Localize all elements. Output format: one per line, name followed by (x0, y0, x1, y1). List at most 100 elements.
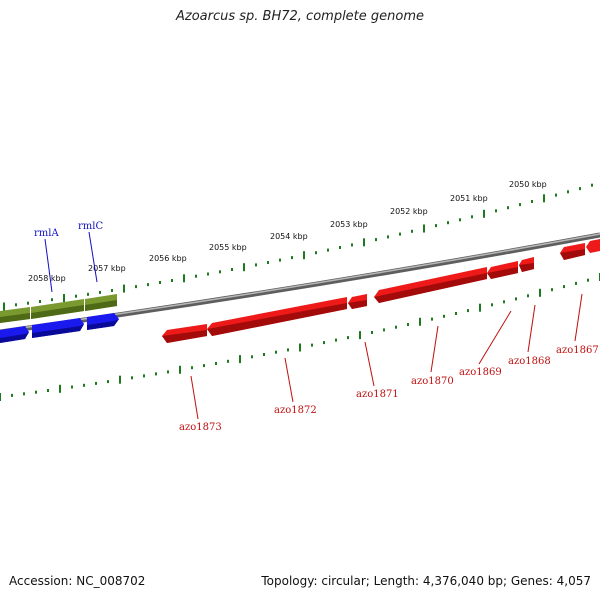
minor-tick (147, 283, 149, 287)
minor-tick (395, 325, 397, 329)
minor-tick (99, 290, 101, 294)
label-leader-rmlc (88, 231, 98, 283)
minor-tick (275, 350, 277, 354)
minor-tick (455, 312, 457, 315)
gene-label-azo1871[interactable]: azo1871 (356, 389, 399, 400)
minor-tick (495, 209, 497, 213)
minor-tick (447, 221, 449, 225)
gene-label-rmla[interactable]: rmlA (34, 228, 59, 239)
minor-tick (327, 248, 329, 252)
minor-tick (555, 193, 557, 197)
major-tick (419, 317, 421, 326)
minor-tick (143, 374, 145, 378)
gene-arrow-shade (560, 249, 585, 260)
gene-label-azo1872[interactable]: azo1872 (274, 405, 317, 416)
minor-tick (471, 215, 473, 219)
minor-tick (11, 393, 13, 397)
label-leader-azo1868 (527, 304, 536, 353)
forward-gene-row-blue (0, 313, 119, 343)
lower-scale-track (0, 273, 600, 401)
label-leader-azo1873 (190, 375, 199, 420)
minor-tick (375, 238, 377, 242)
gene-arrow-shade (348, 300, 367, 309)
major-tick (423, 224, 425, 233)
minor-tick (407, 323, 409, 326)
gene-arrow[interactable] (0, 313, 30, 323)
minor-tick (335, 338, 337, 342)
minor-tick (51, 298, 53, 302)
gene-arrow[interactable] (0, 332, 29, 343)
minor-tick (191, 366, 193, 370)
major-tick (543, 194, 545, 203)
minor-tick (383, 328, 385, 332)
scale-label: 2050 kbp (509, 180, 547, 189)
gene-label-azo1868[interactable]: azo1868 (508, 356, 551, 367)
minor-tick (399, 232, 401, 236)
major-tick (299, 343, 301, 352)
gene-label-azo1870[interactable]: azo1870 (411, 376, 454, 387)
major-tick (483, 209, 485, 218)
gene-arrow-rmlc-shade (85, 300, 117, 311)
minor-tick (107, 380, 109, 384)
minor-tick (47, 389, 49, 392)
map-title: Azoarcus sp. BH72, complete genome (175, 9, 425, 24)
minor-tick (431, 317, 433, 321)
minor-tick (87, 292, 89, 296)
minor-tick (491, 303, 493, 307)
minor-tick (443, 314, 445, 318)
minor-tick (435, 224, 437, 228)
minor-tick (267, 261, 269, 264)
scale-label: 2056 kbp (149, 254, 187, 263)
minor-tick (23, 392, 25, 396)
minor-tick (531, 200, 533, 203)
major-tick (359, 331, 361, 340)
gene-arrow-shade (162, 330, 207, 343)
label-leader-azo1869 (478, 310, 512, 365)
minor-tick (579, 187, 581, 191)
minor-tick (39, 300, 41, 303)
minor-tick (459, 218, 461, 222)
major-tick (183, 274, 185, 283)
gene-arrow-shade (87, 319, 119, 330)
minor-tick (207, 272, 209, 276)
scale-label: 2052 kbp (390, 207, 428, 216)
minor-tick (231, 268, 233, 271)
minor-tick (83, 383, 85, 387)
major-tick (239, 355, 241, 364)
major-tick (179, 365, 181, 374)
minor-tick (255, 263, 257, 267)
gene-label-azo1867[interactable]: azo1867 (556, 345, 599, 356)
gene-arrow-shade (374, 273, 487, 303)
minor-tick (587, 278, 589, 282)
gene-label-rmlc[interactable]: rmlC (78, 221, 103, 232)
scale-label: 2055 kbp (209, 243, 247, 252)
minor-tick (563, 285, 565, 289)
major-tick (539, 288, 541, 297)
minor-tick (527, 294, 529, 298)
minor-tick (279, 258, 281, 262)
label-leader-azo1871 (364, 341, 375, 387)
major-tick (363, 238, 365, 247)
scale-labels: 2058 kbp 2057 kbp 2056 kbp 2055 kbp 2054… (28, 180, 547, 283)
minor-tick (551, 288, 553, 292)
major-tick (59, 384, 61, 393)
minor-tick (167, 370, 169, 374)
minor-tick (519, 203, 521, 207)
gene-arrow[interactable] (586, 239, 600, 253)
major-tick (243, 263, 245, 272)
scale-label: 2051 kbp (450, 194, 488, 203)
minor-tick (203, 364, 205, 368)
minor-tick (347, 336, 349, 340)
minor-tick (339, 246, 341, 249)
minor-tick (291, 256, 293, 260)
forward-gene-row-green (0, 294, 117, 323)
minor-tick (575, 281, 577, 285)
minor-tick (387, 235, 389, 239)
genome-backbone (0, 232, 600, 335)
gene-label-azo1873[interactable]: azo1873 (179, 422, 222, 433)
gene-label-azo1869[interactable]: azo1869 (459, 367, 502, 378)
minor-tick (411, 229, 413, 233)
minor-tick (131, 376, 133, 380)
minor-tick (507, 206, 509, 210)
